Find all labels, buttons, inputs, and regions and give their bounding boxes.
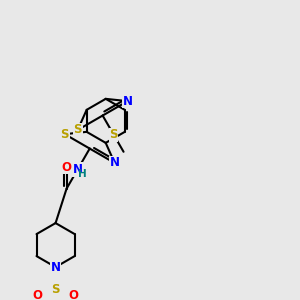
- Text: H: H: [78, 169, 87, 179]
- Text: N: N: [73, 163, 82, 176]
- Text: O: O: [61, 161, 72, 174]
- Text: S: S: [74, 124, 82, 136]
- Text: O: O: [69, 289, 79, 300]
- Text: N: N: [51, 261, 61, 274]
- Text: S: S: [61, 128, 69, 141]
- Text: N: N: [110, 157, 120, 169]
- Text: O: O: [32, 289, 43, 300]
- Text: S: S: [51, 283, 60, 296]
- Text: S: S: [110, 128, 118, 141]
- Text: N: N: [123, 94, 133, 108]
